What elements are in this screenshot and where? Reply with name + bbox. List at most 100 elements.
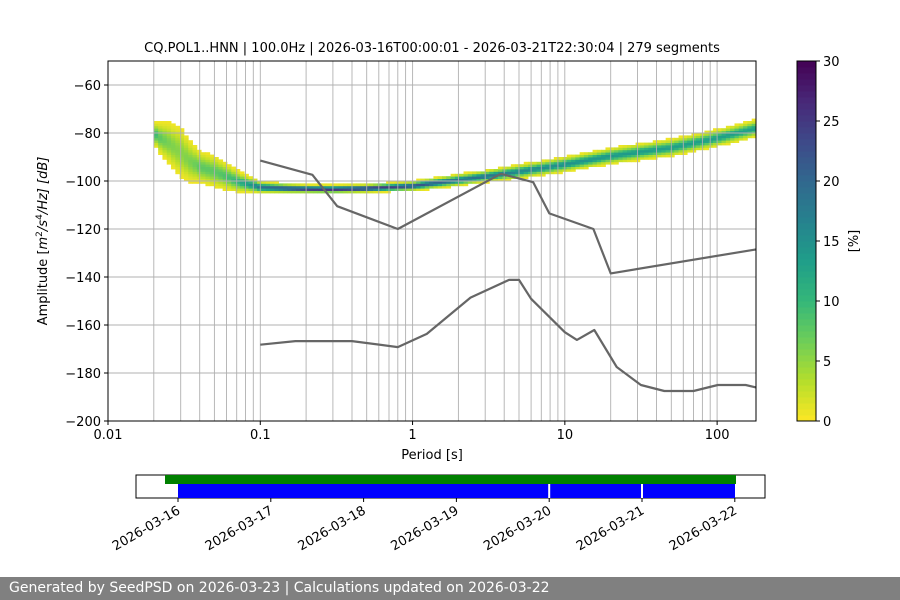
- psd-cell: [648, 149, 654, 153]
- x-tick-label: 10: [557, 428, 574, 443]
- psd-cell: [171, 149, 176, 153]
- psd-cell: [158, 133, 163, 136]
- psd-cell: [158, 135, 163, 139]
- psd-cell: [631, 152, 636, 155]
- colorbar-cell: [797, 121, 816, 128]
- psd-cell: [734, 133, 740, 136]
- psd-cell: [261, 185, 267, 189]
- psd-cell: [166, 161, 172, 165]
- psd-cell: [515, 166, 520, 170]
- psd-cell: [528, 173, 533, 177]
- psd-cell: [205, 183, 211, 187]
- psd-cell: [734, 123, 740, 127]
- psd-cell: [463, 171, 469, 175]
- psd-cell: [523, 166, 529, 170]
- psd-cell: [252, 181, 258, 184]
- psd-cell: [497, 169, 503, 172]
- psd-cell: [252, 178, 258, 182]
- psd-cell: [601, 161, 606, 165]
- psd-cell: [626, 147, 632, 151]
- psd-cell: [657, 140, 662, 143]
- psd-cell: [386, 190, 391, 194]
- psd-cell: [618, 145, 624, 148]
- psd-cell: [738, 137, 744, 141]
- psd-cell: [209, 159, 215, 163]
- psd-cell: [304, 188, 310, 191]
- psd-cell: [493, 171, 499, 175]
- psd-cell: [205, 161, 211, 165]
- psd-cell: [695, 133, 701, 136]
- psd-cell: [196, 171, 202, 175]
- psd-cell: [153, 123, 159, 127]
- psd-cell: [179, 128, 185, 131]
- psd-cell: [162, 130, 168, 134]
- psd-cell: [553, 157, 559, 160]
- psd-cell: [192, 147, 198, 151]
- psd-cell: [605, 149, 611, 153]
- colorbar-cell: [797, 115, 816, 122]
- psd-cell: [244, 178, 249, 182]
- psd-cell: [192, 157, 198, 160]
- psd-cell: [411, 183, 417, 187]
- psd-cell: [596, 157, 602, 160]
- y-axis-label: Amplitude [m2/s4/Hz] [dB]: [35, 157, 51, 326]
- psd-cell: [536, 169, 542, 172]
- psd-cell: [244, 185, 249, 189]
- psd-cell: [175, 133, 181, 136]
- psd-cell: [566, 157, 572, 160]
- psd-cell: [454, 183, 460, 187]
- psd-cell: [463, 173, 469, 177]
- psd-cell: [360, 188, 365, 191]
- psd-cell: [575, 166, 581, 170]
- psd-cell: [381, 190, 387, 194]
- psd-cell: [528, 171, 533, 175]
- psd-cell: [214, 171, 219, 175]
- psd-cell: [274, 181, 279, 184]
- psd-cell: [678, 152, 684, 155]
- psd-cell: [674, 137, 679, 141]
- psd-cell: [231, 173, 236, 177]
- psd-cell: [566, 164, 572, 167]
- psd-cell: [162, 137, 168, 141]
- psd-cell: [214, 159, 219, 163]
- psd-cell: [399, 181, 404, 184]
- psd-cell: [218, 176, 224, 179]
- psd-cell: [209, 157, 215, 160]
- psd-cell: [442, 178, 447, 182]
- psd-cell: [222, 166, 228, 170]
- psd-cell: [390, 183, 396, 187]
- y-tick-label: −80: [74, 127, 101, 142]
- psd-cell: [579, 164, 585, 167]
- psd-cell: [192, 164, 198, 167]
- psd-cell: [747, 133, 753, 136]
- psd-cell: [162, 121, 168, 124]
- psd-cell: [347, 188, 353, 191]
- psd-cell: [506, 176, 512, 179]
- colorbar-cell: [797, 325, 816, 332]
- psd-cell: [188, 159, 193, 163]
- psd-cell: [721, 140, 727, 143]
- x-tick-label: 0.01: [94, 428, 123, 443]
- psd-cell: [532, 173, 538, 177]
- psd-cell: [575, 161, 581, 165]
- psd-cell: [609, 149, 615, 153]
- psd-cell: [687, 140, 692, 143]
- psd-cell: [175, 154, 181, 158]
- psd-cell: [472, 173, 477, 177]
- psd-cell: [175, 128, 181, 131]
- colorbar-cell: [797, 283, 816, 290]
- psd-cell: [171, 154, 176, 158]
- colorbar-cell: [797, 253, 816, 260]
- psd-cell: [188, 154, 193, 158]
- colorbar-tick-label: 5: [823, 355, 831, 370]
- colorbar-cell: [797, 211, 816, 218]
- x-tick-label: 0.1: [250, 428, 271, 443]
- psd-cell: [510, 171, 516, 175]
- psd-cell: [201, 166, 206, 170]
- psd-cell: [596, 164, 602, 167]
- psd-cell: [515, 164, 520, 167]
- psd-cell: [631, 159, 636, 163]
- timeline-tick-label: 2026-03-19: [388, 503, 461, 554]
- psd-cell: [171, 142, 176, 146]
- psd-cell: [183, 154, 189, 158]
